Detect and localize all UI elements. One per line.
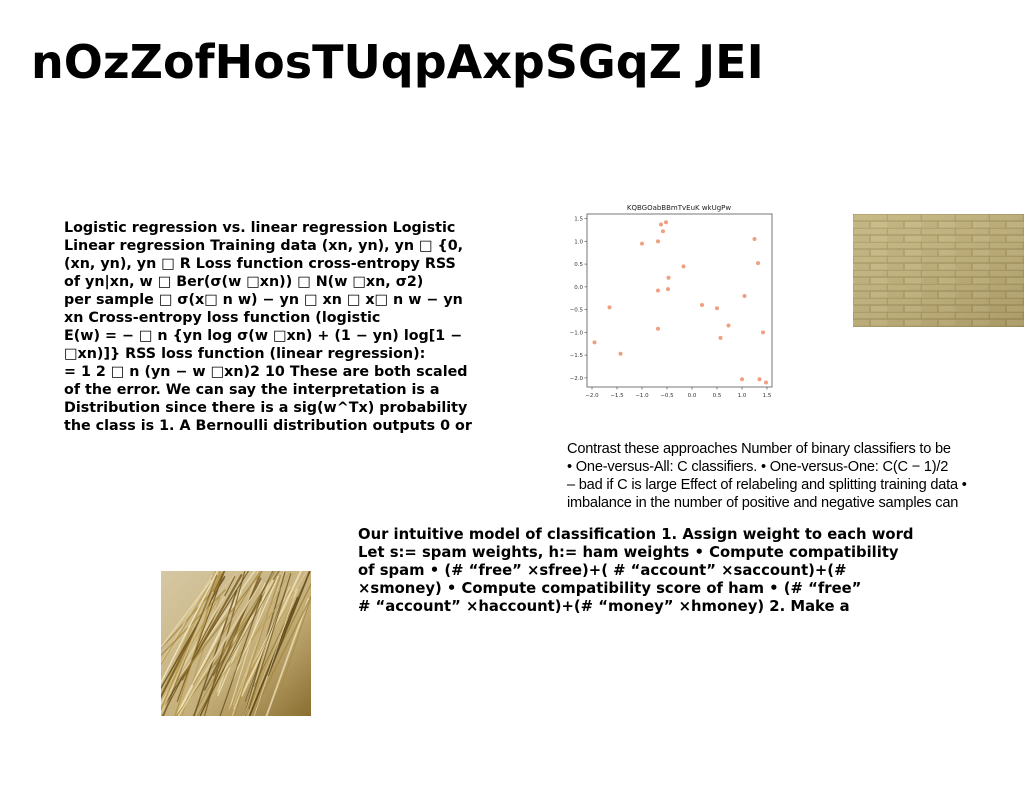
right-text-block: Contrast these approaches Number of bina…: [567, 440, 1024, 512]
text-line: • One-versus-All: C classifiers. • One-v…: [567, 459, 949, 475]
x-tick-label: 0.0: [688, 393, 697, 399]
text-line: # “account” ×haccount)+(# “money” ×hmone…: [358, 598, 850, 615]
x-tick-label: −1.0: [635, 393, 649, 399]
scatter-point: [764, 380, 768, 385]
text-line: Let s:= spam weights, h:= ham weights • …: [358, 544, 899, 561]
scatter-chart-svg: KQBGOabBBmTvEuK wkUgPw −2.0 −1.5 −1.0 −0.5 0…: [570, 204, 773, 399]
scatter-point: [761, 330, 765, 335]
straw-picture: [161, 571, 311, 716]
text-line: (xn, yn), yn □ R Loss function cross-ent…: [64, 256, 456, 272]
scatter-points: [592, 220, 768, 385]
scatter-point: [700, 303, 704, 308]
x-tick-label: 1.5: [763, 393, 772, 399]
text-line: of spam • (# “free” ×sfree)+( # “account…: [358, 562, 847, 579]
x-tick-label: 1.0: [738, 393, 747, 399]
scatter-chart: KQBGOabBBmTvEuK wkUgPw −2.0 −1.5 −1.0 −0.5 0…: [566, 200, 776, 403]
text-line: E(w) = − □ n {yn log σ(w □xn) + (1 − yn)…: [64, 328, 463, 344]
scatter-point: [757, 377, 762, 382]
x-tick-label: −1.5: [610, 393, 624, 399]
scatter-point: [618, 351, 623, 356]
y-tick-label: −1.0: [570, 330, 584, 336]
text-line: xn Cross-entropy loss function (logistic: [64, 310, 381, 326]
x-tick-label: −0.5: [660, 393, 674, 399]
scatter-point: [607, 305, 612, 310]
text-line: per sample □ σ(x□ n w) − yn □ xn □ x□ n …: [64, 292, 463, 308]
text-line: of the error. We can say the interpretat…: [64, 382, 440, 398]
y-tick-label: 1.0: [574, 239, 583, 245]
brick-wall-image: [853, 214, 1024, 327]
text-line: of yn|xn, w □ Ber(σ(w □xn)) □ N(w □xn, σ…: [64, 274, 424, 290]
text-line: imbalance in the number of positive and …: [567, 495, 959, 511]
bottom-text-block: Our intuitive model of classification 1.…: [358, 526, 998, 616]
scatter-point: [681, 264, 686, 269]
scatter-point: [740, 377, 744, 382]
left-text-block: Logistic regression vs. linear regressio…: [64, 219, 534, 435]
brick-wall-picture: [853, 214, 1024, 327]
scatter-point: [656, 239, 660, 244]
scatter-point: [666, 275, 671, 280]
text-line: ×smoney) • Compute compatibility score o…: [358, 580, 862, 597]
text-line: the class is 1. A Bernoulli distribution…: [64, 418, 472, 434]
straw-image: [161, 571, 311, 716]
scatter-point: [742, 293, 747, 298]
y-tick-label: −0.5: [570, 308, 584, 314]
x-tick-label: 0.5: [713, 393, 722, 399]
plot-area-frame: [586, 213, 773, 388]
text-line: Logistic regression vs. linear regressio…: [64, 220, 456, 236]
x-tick-label: −2.0: [585, 393, 599, 399]
y-tick-label: 0.0: [574, 285, 583, 291]
y-axis: 1.5 1.0 0.5 0.0 −0.5 −1.0 −1.5 −2.0: [570, 217, 587, 382]
scatter-point: [715, 306, 719, 311]
scatter-point: [661, 229, 665, 234]
scatter-point: [756, 261, 760, 266]
y-tick-label: −1.5: [570, 353, 584, 359]
scatter-point: [726, 323, 731, 328]
text-line: Distribution since there is a sig(w^Tx) …: [64, 400, 468, 416]
text-line: Linear regression Training data (xn, yn)…: [64, 238, 464, 254]
text-line: Our intuitive model of classification 1.…: [358, 526, 914, 543]
text-line: Contrast these approaches Number of bina…: [567, 441, 951, 457]
scatter-point: [718, 335, 723, 340]
scatter-point: [592, 340, 597, 345]
scatter-point: [640, 241, 644, 246]
y-tick-label: 1.5: [574, 217, 583, 223]
scatter-point: [656, 326, 660, 331]
scatter-point: [666, 287, 670, 292]
y-tick-label: 0.5: [574, 262, 583, 268]
scatter-point: [664, 220, 668, 225]
scatter-point: [752, 237, 757, 242]
scatter-point: [659, 222, 663, 227]
text-line: – bad if C is large Effect of relabeling…: [567, 477, 967, 493]
y-tick-label: −2.0: [570, 376, 584, 382]
text-line: = 1 2 □ n (yn − w □xn)2 10 These are bot…: [64, 364, 468, 380]
scatter-point: [656, 288, 660, 293]
chart-title: KQBGOabBBmTvEuK wkUgPw: [627, 204, 732, 212]
slide-title: nOzZofHosTUqpAxpSGqZ JEI: [31, 35, 764, 89]
text-line: □xn)]} RSS loss function (linear regress…: [64, 346, 426, 362]
x-axis: −2.0 −1.5 −1.0 −0.5 0.0 0.5 1.0 1.5: [585, 387, 772, 399]
